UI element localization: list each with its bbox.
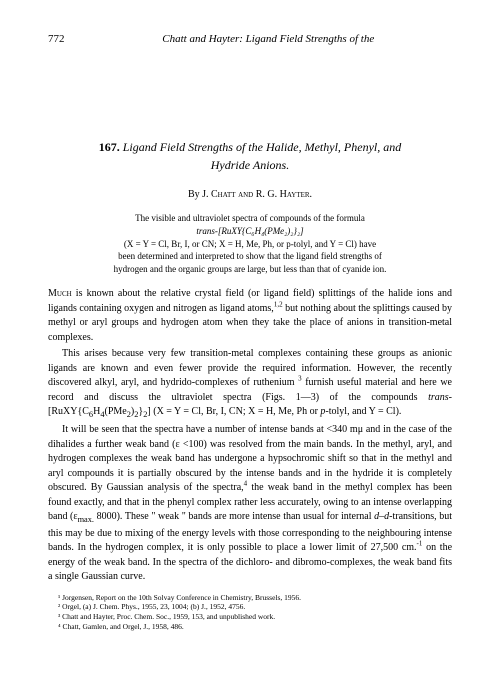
paragraph-2: This arises because very few transition-… — [48, 347, 452, 421]
abstract-formula: trans-[RuXY{C₆H₄(PMe₂)₂}₂] — [68, 225, 432, 238]
page-number: 772 — [48, 32, 65, 48]
footnote-3: ³ Chatt and Hayter, Proc. Chem. Soc., 19… — [48, 612, 452, 622]
page-header: 772 Chatt and Hayter: Ligand Field Stren… — [48, 32, 452, 48]
footnotes-block: ¹ Jorgensen, Report on the 10th Solvay C… — [48, 593, 452, 632]
para1-text: is known about the relative crystal fiel… — [48, 288, 452, 343]
authors-line: By J. Chatt and R. G. Hayter. — [48, 188, 452, 203]
author-names: J. Chatt and R. G. Hayter. — [202, 189, 312, 200]
footnote-1: ¹ Jorgensen, Report on the 10th Solvay C… — [48, 593, 452, 603]
para3-text: It will be seen that the spectra have a … — [48, 424, 452, 582]
abstract-line-4: hydrogen and the organic groups are larg… — [68, 263, 432, 276]
para1-lead: Much — [48, 288, 72, 299]
abstract-line-2: (X = Y = Cl, Br, I, or CN; X = H, Me, Ph… — [68, 238, 432, 251]
abstract-block: The visible and ultraviolet spectra of c… — [68, 212, 432, 275]
article-number: 167. — [99, 140, 120, 154]
footnote-4: ⁴ Chatt, Gamlen, and Orgel, J., 1958, 48… — [48, 622, 452, 632]
running-title: Chatt and Hayter: Ligand Field Strengths… — [65, 32, 453, 48]
title-line-1: Ligand Field Strengths of the Halide, Me… — [123, 140, 402, 154]
title-line-2: Hydride Anions. — [211, 158, 289, 172]
paragraph-1: Much is known about the relative crystal… — [48, 287, 452, 345]
abstract-line-3: been determined and interpreted to show … — [68, 250, 432, 263]
article-title: 167. Ligand Field Strengths of the Halid… — [48, 138, 452, 174]
abstract-line-1: The visible and ultraviolet spectra of c… — [68, 212, 432, 225]
para2-text: This arises because very few transition-… — [48, 348, 452, 417]
footnote-2: ² Orgel, (a) J. Chem. Phys., 1955, 23, 1… — [48, 602, 452, 612]
by-label: By — [188, 189, 200, 200]
paragraph-3: It will be seen that the spectra have a … — [48, 423, 452, 584]
